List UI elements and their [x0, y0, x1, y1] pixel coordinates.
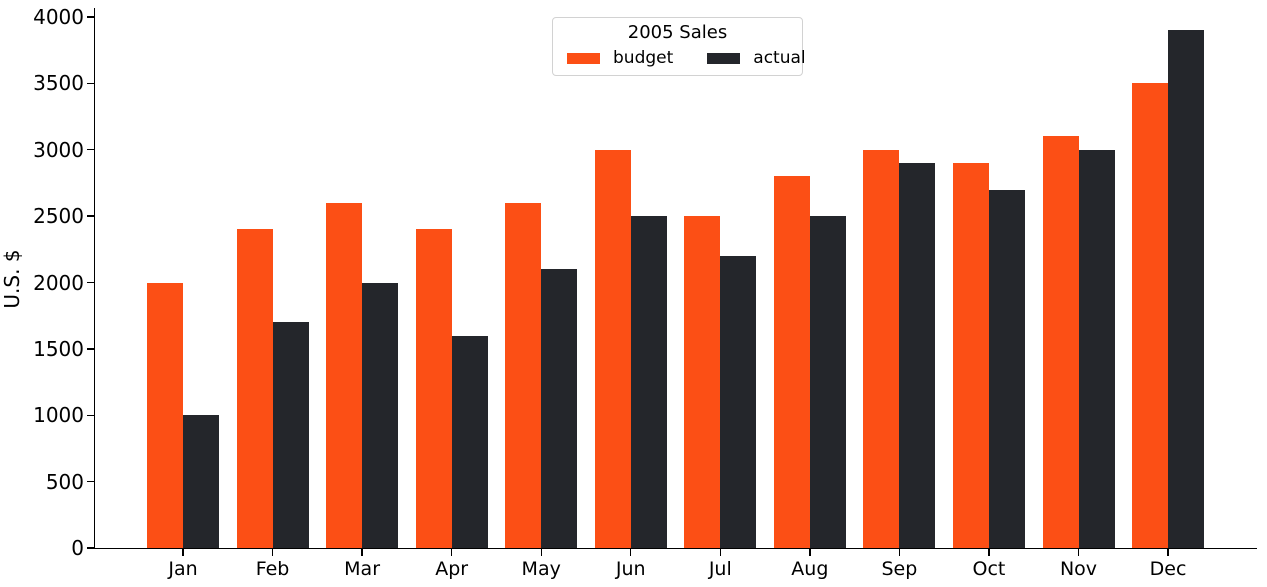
bar-budget-mar: [326, 202, 363, 548]
bar-actual-oct: [988, 189, 1025, 548]
bar-actual-jun: [630, 216, 667, 548]
y-tick-mark-1500: [87, 348, 94, 350]
x-tick-label-dec: Dec: [1149, 558, 1187, 580]
x-tick-mark-jul: [719, 549, 721, 556]
y-axis-spine: [94, 8, 96, 549]
x-tick-label-mar: Mar: [344, 558, 381, 580]
y-tick-label-0: 0: [71, 536, 84, 560]
bar-budget-feb: [236, 229, 273, 548]
bar-actual-nov: [1078, 149, 1115, 548]
bar-budget-may: [505, 202, 542, 548]
bar-actual-jul: [720, 255, 757, 548]
legend-swatch-budget: [567, 52, 600, 64]
x-tick-mark-sep: [898, 549, 901, 556]
legend: 2005 Sales budget actual: [552, 17, 806, 76]
bar-actual-mar: [362, 282, 399, 548]
y-tick-label-3500: 3500: [33, 71, 84, 96]
bar-actual-apr: [451, 335, 488, 548]
x-tick-label-jun: Jun: [615, 558, 646, 580]
bar-budget-oct: [952, 163, 989, 548]
x-tick-mark-nov: [1077, 549, 1080, 556]
y-tick-label-1000: 1000: [33, 403, 84, 428]
x-tick-label-jul: Jul: [708, 558, 732, 580]
x-tick-mark-apr: [450, 549, 453, 556]
y-tick-label-2000: 2000: [33, 270, 84, 295]
x-tick-mark-dec: [1167, 549, 1169, 556]
legend-label-actual: actual: [753, 48, 806, 68]
x-tick-mark-jan: [182, 549, 184, 556]
bar-budget-aug: [773, 176, 810, 548]
x-tick-mark-aug: [809, 549, 811, 556]
x-tick-label-apr: Apr: [435, 558, 469, 580]
legend-swatch-actual: [707, 52, 741, 64]
bar-budget-apr: [415, 229, 452, 548]
bar-actual-dec: [1168, 30, 1205, 548]
x-tick-label-oct: Oct: [972, 558, 1006, 580]
y-tick-label-4000: 4000: [33, 5, 84, 29]
legend-entry-budget: budget: [567, 48, 673, 68]
y-tick-mark-2000: [87, 281, 94, 284]
x-axis-spine: [94, 548, 1257, 550]
bar-actual-jan: [183, 415, 219, 548]
x-tick-mark-may: [540, 549, 542, 556]
bar-budget-jun: [594, 149, 631, 548]
x-tick-mark-jun: [630, 549, 632, 556]
x-tick-label-sep: Sep: [881, 558, 918, 580]
y-tick-mark-2500: [87, 215, 94, 217]
y-tick-mark-1000: [87, 414, 94, 416]
bar-budget-jul: [684, 216, 721, 548]
x-tick-mark-feb: [271, 549, 274, 556]
bar-budget-dec: [1132, 83, 1169, 548]
y-tick-mark-4000: [87, 16, 94, 18]
bar-budget-sep: [863, 149, 900, 548]
bar-actual-aug: [809, 216, 846, 548]
bar-actual-feb: [272, 322, 309, 548]
y-tick-mark-3000: [87, 149, 94, 151]
y-tick-label-500: 500: [45, 469, 84, 494]
legend-label-budget: budget: [613, 48, 674, 68]
y-tick-mark-3500: [87, 82, 94, 85]
x-tick-mark-mar: [361, 549, 363, 556]
y-tick-label-1500: 1500: [33, 336, 84, 361]
legend-entry-actual: actual: [707, 48, 806, 68]
y-tick-mark-500: [87, 480, 94, 483]
x-tick-label-nov: Nov: [1059, 558, 1098, 580]
bar-budget-jan: [147, 282, 183, 548]
x-tick-label-aug: Aug: [791, 558, 829, 580]
x-tick-mark-oct: [988, 549, 990, 556]
y-tick-mark-0: [87, 547, 94, 549]
legend-entries: budget actual: [561, 48, 806, 68]
y-tick-label-2500: 2500: [33, 204, 84, 229]
x-tick-label-jan: Jan: [168, 558, 198, 580]
legend-title: 2005 Sales: [627, 22, 728, 43]
bar-budget-nov: [1042, 136, 1079, 548]
bar-actual-may: [541, 269, 578, 548]
x-tick-label-feb: Feb: [255, 558, 290, 580]
bar-actual-sep: [899, 163, 936, 548]
y-tick-label-3000: 3000: [33, 137, 84, 162]
x-tick-label-may: May: [521, 558, 561, 580]
